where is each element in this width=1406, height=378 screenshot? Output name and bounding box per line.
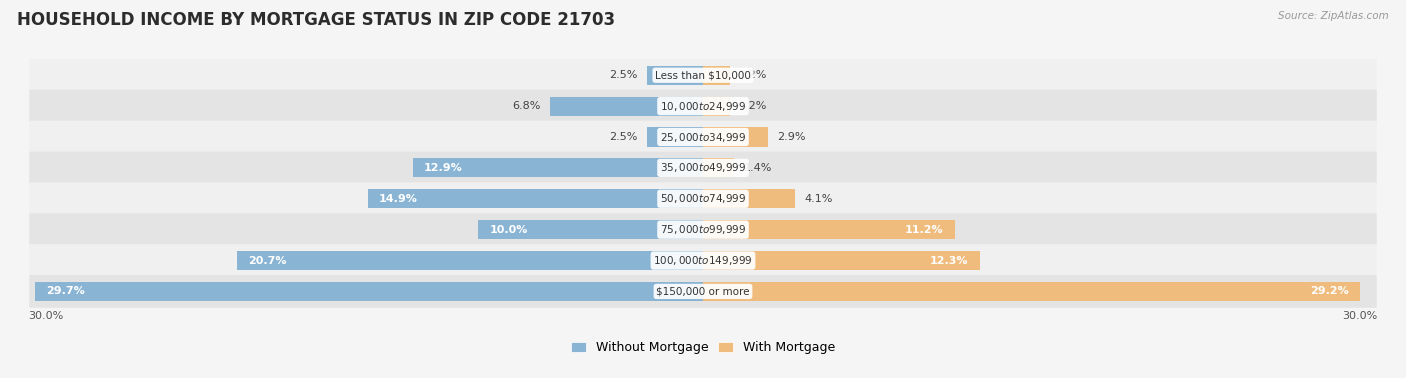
Text: 30.0%: 30.0% xyxy=(1343,311,1378,321)
Text: 20.7%: 20.7% xyxy=(249,256,287,265)
FancyBboxPatch shape xyxy=(30,275,1376,308)
FancyBboxPatch shape xyxy=(30,90,1376,122)
Text: 11.2%: 11.2% xyxy=(905,225,943,235)
Bar xyxy=(238,251,703,270)
Text: $25,000 to $34,999: $25,000 to $34,999 xyxy=(659,130,747,144)
Bar xyxy=(703,66,730,85)
Text: 29.2%: 29.2% xyxy=(1310,287,1348,296)
Text: 10.0%: 10.0% xyxy=(489,225,527,235)
FancyBboxPatch shape xyxy=(30,152,1376,184)
Bar xyxy=(647,66,703,85)
Bar xyxy=(703,96,730,116)
Legend: Without Mortgage, With Mortgage: Without Mortgage, With Mortgage xyxy=(565,336,841,359)
Bar xyxy=(703,189,796,208)
Text: 1.2%: 1.2% xyxy=(740,70,768,80)
Text: 12.9%: 12.9% xyxy=(425,163,463,173)
Text: 12.3%: 12.3% xyxy=(929,256,969,265)
Bar xyxy=(647,127,703,147)
Bar xyxy=(703,251,980,270)
Bar xyxy=(550,96,703,116)
Text: Less than $10,000: Less than $10,000 xyxy=(655,70,751,80)
Bar xyxy=(703,127,768,147)
Text: $75,000 to $99,999: $75,000 to $99,999 xyxy=(659,223,747,236)
FancyBboxPatch shape xyxy=(30,213,1376,246)
Text: 2.5%: 2.5% xyxy=(609,132,638,142)
Text: Source: ZipAtlas.com: Source: ZipAtlas.com xyxy=(1278,11,1389,21)
Bar xyxy=(703,282,1360,301)
FancyBboxPatch shape xyxy=(30,59,1376,91)
Bar xyxy=(703,220,955,239)
Bar xyxy=(478,220,703,239)
Text: $35,000 to $49,999: $35,000 to $49,999 xyxy=(659,161,747,174)
Text: $10,000 to $24,999: $10,000 to $24,999 xyxy=(659,100,747,113)
FancyBboxPatch shape xyxy=(30,244,1376,277)
Bar xyxy=(35,282,703,301)
Bar xyxy=(703,158,734,177)
Text: $150,000 or more: $150,000 or more xyxy=(657,287,749,296)
Text: $100,000 to $149,999: $100,000 to $149,999 xyxy=(654,254,752,267)
Text: 1.4%: 1.4% xyxy=(744,163,772,173)
Bar xyxy=(368,189,703,208)
Text: 30.0%: 30.0% xyxy=(28,311,63,321)
Text: 2.5%: 2.5% xyxy=(609,70,638,80)
Text: 29.7%: 29.7% xyxy=(46,287,84,296)
FancyBboxPatch shape xyxy=(30,121,1376,153)
Text: 4.1%: 4.1% xyxy=(804,194,832,204)
Text: HOUSEHOLD INCOME BY MORTGAGE STATUS IN ZIP CODE 21703: HOUSEHOLD INCOME BY MORTGAGE STATUS IN Z… xyxy=(17,11,614,29)
FancyBboxPatch shape xyxy=(30,183,1376,215)
Text: 6.8%: 6.8% xyxy=(513,101,541,111)
Text: $50,000 to $74,999: $50,000 to $74,999 xyxy=(659,192,747,205)
Text: 2.9%: 2.9% xyxy=(778,132,806,142)
Text: 14.9%: 14.9% xyxy=(380,194,418,204)
Text: 1.2%: 1.2% xyxy=(740,101,768,111)
Bar xyxy=(413,158,703,177)
